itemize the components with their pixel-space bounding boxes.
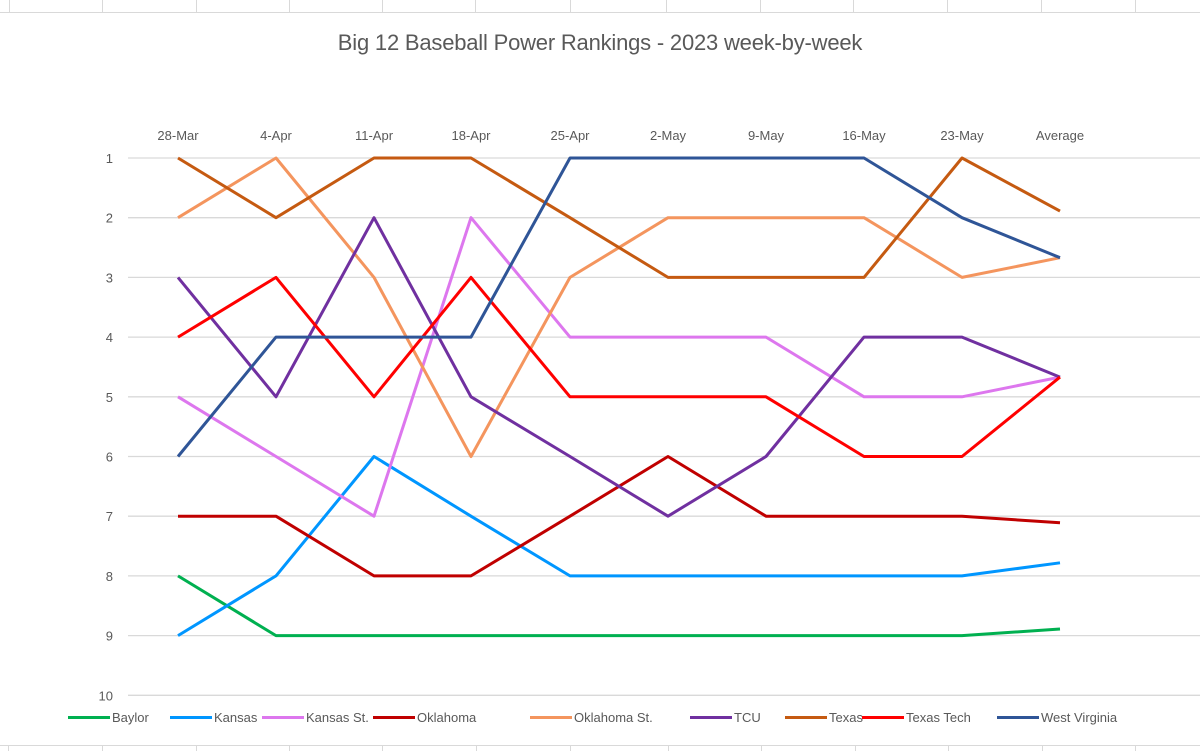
y-tick-label: 7 bbox=[106, 509, 113, 524]
x-category-label: 23-May bbox=[940, 128, 984, 143]
series-line-texas-tech[interactable] bbox=[177, 275, 1061, 458]
cell-border bbox=[1135, 746, 1136, 751]
legend-item[interactable]: Oklahoma bbox=[373, 707, 476, 727]
legend-label: Baylor bbox=[112, 709, 149, 725]
series-line-kansas[interactable] bbox=[177, 455, 1061, 637]
legend-item[interactable]: West Virginia bbox=[997, 707, 1117, 727]
y-tick-label: 2 bbox=[106, 211, 113, 226]
cell-border bbox=[1135, 0, 1136, 12]
legend-swatch-icon bbox=[530, 715, 572, 719]
cell-border bbox=[666, 0, 667, 12]
y-tick-label: 9 bbox=[106, 629, 113, 644]
cell-border bbox=[761, 746, 762, 751]
legend-label: Oklahoma bbox=[417, 709, 477, 725]
legend-swatch-icon bbox=[690, 715, 732, 719]
y-tick-label: 5 bbox=[106, 390, 113, 405]
legend-label: TCU bbox=[734, 709, 761, 725]
x-category-label: 25-Apr bbox=[550, 128, 590, 143]
legend-item[interactable]: Texas Tech bbox=[862, 707, 971, 727]
legend-item[interactable]: Texas bbox=[785, 707, 863, 727]
legend-item[interactable]: Baylor bbox=[68, 707, 149, 727]
legend-label: Kansas St. bbox=[306, 709, 369, 725]
y-tick-label: 4 bbox=[106, 330, 113, 345]
chart-area[interactable]: Big 12 Baseball Power Rankings - 2023 we… bbox=[0, 14, 1200, 744]
cell-border bbox=[1042, 746, 1043, 751]
legend-swatch-icon bbox=[997, 715, 1039, 719]
cell-border bbox=[760, 0, 761, 12]
legend-swatch-icon bbox=[862, 715, 904, 719]
chart-title: Big 12 Baseball Power Rankings - 2023 we… bbox=[337, 30, 863, 55]
cell-border bbox=[948, 746, 949, 751]
x-category-label: 11-Apr bbox=[355, 128, 394, 143]
spreadsheet-bottom-row bbox=[0, 745, 1200, 751]
x-category-label: 4-Apr bbox=[260, 128, 292, 143]
cell-border bbox=[382, 0, 383, 12]
cell-border bbox=[1041, 0, 1042, 12]
cell-border bbox=[476, 746, 477, 751]
legend-label: Texas Tech bbox=[906, 709, 971, 725]
legend-swatch-icon bbox=[262, 715, 304, 719]
series-line-baylor[interactable] bbox=[177, 574, 1061, 638]
legend-label: Kansas bbox=[214, 709, 258, 725]
cell-border bbox=[102, 746, 103, 751]
cell-border bbox=[947, 0, 948, 12]
cell-border bbox=[475, 0, 476, 12]
legend-label: Oklahoma St. bbox=[574, 709, 653, 725]
legend-item[interactable]: Kansas bbox=[170, 707, 257, 727]
cell-border bbox=[382, 746, 383, 751]
legend-swatch-icon bbox=[373, 715, 415, 719]
legend-swatch-icon bbox=[785, 715, 827, 719]
series-line-tcu[interactable] bbox=[176, 216, 1061, 518]
cell-border bbox=[196, 746, 197, 751]
legend-item[interactable]: Kansas St. bbox=[262, 707, 369, 727]
cell-border bbox=[570, 746, 571, 751]
y-tick-label: 1 bbox=[106, 151, 113, 166]
legend-label: West Virginia bbox=[1041, 709, 1118, 725]
cell-border bbox=[102, 0, 103, 12]
series-line-west-virginia[interactable] bbox=[176, 156, 1061, 458]
y-tick-label: 3 bbox=[106, 270, 113, 285]
x-category-label: 28-Mar bbox=[157, 128, 199, 143]
x-category-label: 2-May bbox=[650, 128, 687, 143]
series-line-texas[interactable] bbox=[177, 156, 1061, 279]
legend-swatch-icon bbox=[170, 715, 212, 719]
cell-border bbox=[668, 746, 669, 751]
x-category-label: 18-Apr bbox=[451, 128, 491, 143]
cell-border bbox=[9, 0, 10, 12]
cell-border bbox=[8, 746, 9, 751]
x-category-label: Average bbox=[1036, 128, 1084, 143]
y-tick-label: 8 bbox=[106, 569, 113, 584]
cell-border bbox=[289, 746, 290, 751]
spreadsheet-top-row bbox=[0, 0, 1200, 13]
y-tick-label: 6 bbox=[106, 450, 113, 465]
x-category-label: 9-May bbox=[748, 128, 785, 143]
cell-border bbox=[855, 746, 856, 751]
legend-swatch-icon bbox=[68, 715, 110, 719]
chart-legend: Baylor Kansas Kansas St. Oklahoma Oklahoma S… bbox=[0, 707, 1200, 727]
legend-label: Texas bbox=[829, 709, 863, 725]
legend-item[interactable]: Oklahoma St. bbox=[530, 707, 653, 727]
plot-area: 1 2 3 4 5 6 7 8 9 10 28-Mar 4-Apr 11-Apr 18-Apr 25-Apr… bbox=[99, 128, 1200, 703]
x-category-label: 16-May bbox=[842, 128, 886, 143]
cell-border bbox=[289, 0, 290, 12]
cell-border bbox=[196, 0, 197, 12]
legend-item[interactable]: TCU bbox=[690, 707, 761, 727]
series-line-oklahoma-st[interactable] bbox=[177, 156, 1061, 458]
series-line-kansas-st[interactable] bbox=[177, 216, 1061, 518]
cell-border bbox=[853, 0, 854, 12]
cell-border bbox=[570, 0, 571, 12]
y-tick-label: 10 bbox=[99, 688, 113, 703]
